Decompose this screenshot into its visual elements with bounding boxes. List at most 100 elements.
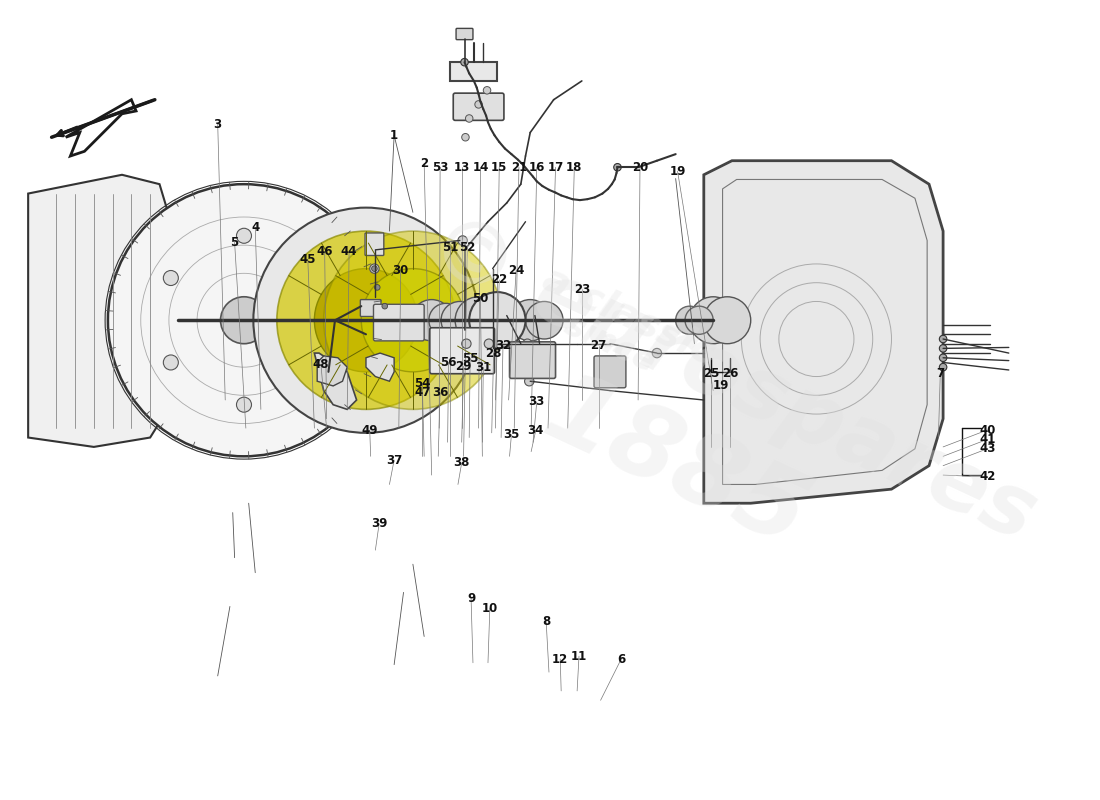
Text: 19: 19 xyxy=(669,165,685,178)
Circle shape xyxy=(614,163,622,171)
Circle shape xyxy=(277,231,455,410)
Text: 22: 22 xyxy=(491,274,507,286)
Text: 32: 32 xyxy=(495,339,512,352)
Circle shape xyxy=(163,355,178,370)
Circle shape xyxy=(382,303,387,309)
Text: 45: 45 xyxy=(299,253,316,266)
Circle shape xyxy=(690,297,737,344)
Text: 10: 10 xyxy=(482,602,498,615)
Text: 42: 42 xyxy=(979,470,996,483)
Polygon shape xyxy=(29,174,174,447)
FancyBboxPatch shape xyxy=(361,299,381,317)
Text: 26: 26 xyxy=(722,367,738,380)
Text: 12: 12 xyxy=(552,653,569,666)
Text: © eurospares: © eurospares xyxy=(415,204,1049,558)
Circle shape xyxy=(315,269,418,372)
Circle shape xyxy=(704,297,750,344)
Circle shape xyxy=(462,134,470,141)
Circle shape xyxy=(163,270,178,286)
Text: 18: 18 xyxy=(566,161,583,174)
Text: since: since xyxy=(559,308,661,379)
Circle shape xyxy=(939,345,947,352)
Text: 15: 15 xyxy=(491,161,507,174)
Circle shape xyxy=(939,335,947,342)
Text: 48: 48 xyxy=(312,358,329,371)
Circle shape xyxy=(522,339,532,348)
Circle shape xyxy=(441,302,478,339)
Text: 13: 13 xyxy=(453,161,470,174)
Circle shape xyxy=(372,266,377,271)
Circle shape xyxy=(253,208,478,433)
Text: 52: 52 xyxy=(459,241,475,254)
Text: 51: 51 xyxy=(442,241,459,254)
Circle shape xyxy=(483,86,491,94)
Circle shape xyxy=(370,264,379,274)
Text: 27: 27 xyxy=(591,339,607,352)
Circle shape xyxy=(458,236,468,245)
Text: 8: 8 xyxy=(542,615,550,628)
Text: 23: 23 xyxy=(574,282,590,296)
FancyBboxPatch shape xyxy=(594,356,626,388)
Text: 39: 39 xyxy=(371,518,387,530)
Circle shape xyxy=(470,292,526,348)
Text: 47: 47 xyxy=(414,386,430,399)
Text: 17: 17 xyxy=(548,161,563,174)
Circle shape xyxy=(652,348,661,358)
Circle shape xyxy=(220,297,267,344)
Text: 34: 34 xyxy=(528,423,544,437)
Text: 54: 54 xyxy=(414,377,430,390)
Text: 5: 5 xyxy=(231,236,239,249)
FancyBboxPatch shape xyxy=(374,304,425,341)
Circle shape xyxy=(939,354,947,362)
FancyBboxPatch shape xyxy=(509,342,556,378)
Circle shape xyxy=(323,231,502,410)
Circle shape xyxy=(675,306,704,334)
Circle shape xyxy=(309,355,324,370)
Circle shape xyxy=(455,297,502,344)
Text: 25: 25 xyxy=(703,367,719,380)
Circle shape xyxy=(429,303,463,337)
FancyBboxPatch shape xyxy=(453,93,504,120)
Text: 46: 46 xyxy=(317,246,333,258)
Circle shape xyxy=(939,363,947,371)
Text: 50: 50 xyxy=(472,292,488,305)
FancyBboxPatch shape xyxy=(365,233,384,255)
Text: 2: 2 xyxy=(420,157,428,170)
Circle shape xyxy=(465,114,473,122)
Text: 33: 33 xyxy=(529,395,544,408)
Text: 3: 3 xyxy=(213,118,222,130)
Text: 55: 55 xyxy=(462,352,478,366)
Text: 30: 30 xyxy=(393,264,409,277)
Text: 29: 29 xyxy=(455,360,472,373)
Text: 43: 43 xyxy=(979,442,996,455)
Text: 40: 40 xyxy=(979,423,996,437)
Circle shape xyxy=(309,270,324,286)
Text: 31: 31 xyxy=(475,361,492,374)
Text: 4: 4 xyxy=(251,221,260,234)
Text: 56: 56 xyxy=(440,356,456,369)
FancyBboxPatch shape xyxy=(456,28,473,40)
Polygon shape xyxy=(704,161,943,503)
Circle shape xyxy=(478,302,516,339)
Text: 19: 19 xyxy=(713,379,729,393)
Polygon shape xyxy=(315,353,356,410)
Text: 35: 35 xyxy=(503,428,519,442)
Text: 37: 37 xyxy=(386,454,403,466)
Text: 49: 49 xyxy=(362,423,378,437)
Circle shape xyxy=(462,339,471,348)
Text: 1: 1 xyxy=(390,129,398,142)
Text: 44: 44 xyxy=(341,246,358,258)
Circle shape xyxy=(475,101,482,108)
Text: 24: 24 xyxy=(508,264,525,277)
Circle shape xyxy=(236,228,252,243)
Text: 20: 20 xyxy=(631,161,648,174)
Circle shape xyxy=(499,303,534,337)
Text: 6: 6 xyxy=(617,653,625,666)
Text: 28: 28 xyxy=(485,346,502,359)
Polygon shape xyxy=(317,356,348,386)
Circle shape xyxy=(361,269,464,372)
Circle shape xyxy=(685,306,713,334)
Circle shape xyxy=(509,299,551,341)
Text: 21: 21 xyxy=(510,161,527,174)
Circle shape xyxy=(484,339,494,348)
